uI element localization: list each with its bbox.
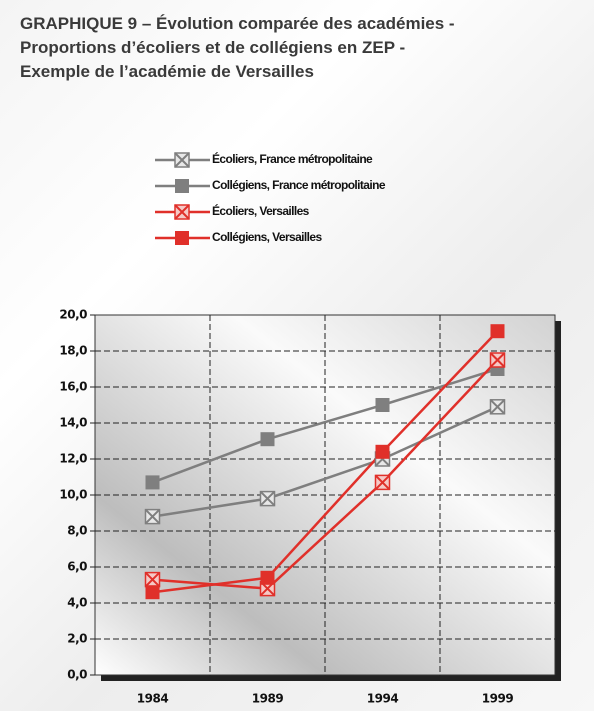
y-tick-label: 14,0 [59,416,87,430]
series-line [152,330,499,594]
x-tick-label: 1984 [137,692,169,706]
series-line [152,405,499,518]
legend-marker [175,231,189,245]
y-tick-label: 4,0 [67,596,87,610]
chart-title: Proportions d’écoliers et de collégiens … [20,38,405,57]
data-point [144,571,161,588]
legend-label: Écoliers, Versailles [212,203,310,218]
data-point [144,508,161,525]
data-point [260,570,275,585]
legend-marker [174,152,190,168]
data-point [260,432,275,447]
legend-label: Collégiens, Versailles [212,230,322,244]
data-point [489,352,506,368]
legend-label: Écoliers, France métropolitaine [212,151,373,166]
data-point [259,490,276,507]
y-tick-label: 18,0 [59,344,87,358]
y-tick-label: 8,0 [67,524,87,538]
data-point [375,398,390,412]
chart-title: Exemple de l’académie de Versailles [20,62,314,81]
y-tick-label: 10,0 [59,488,87,502]
y-tick-label: 2,0 [67,632,87,646]
data-point [145,475,160,490]
data-point [375,444,390,459]
y-tick-label: 12,0 [59,452,87,466]
y-tick-label: 6,0 [67,560,87,574]
data-point [490,324,505,339]
series-line [152,367,498,484]
data-point [145,585,160,600]
chart-title: GRAPHIQUE 9 – Évolution comparée des aca… [20,14,455,33]
y-tick-label: 20,0 [59,308,87,322]
x-tick-label: 1994 [367,692,399,706]
x-tick-label: 1989 [252,692,284,706]
data-point [489,399,506,415]
legend-marker [174,204,190,220]
y-tick-label: 16,0 [59,380,87,394]
data-point [374,474,391,491]
legend-marker [175,179,189,193]
y-tick-label: 0,0 [67,668,87,682]
x-tick-label: 1999 [482,692,514,706]
legend-label: Collégiens, France métropolitaine [212,178,386,192]
